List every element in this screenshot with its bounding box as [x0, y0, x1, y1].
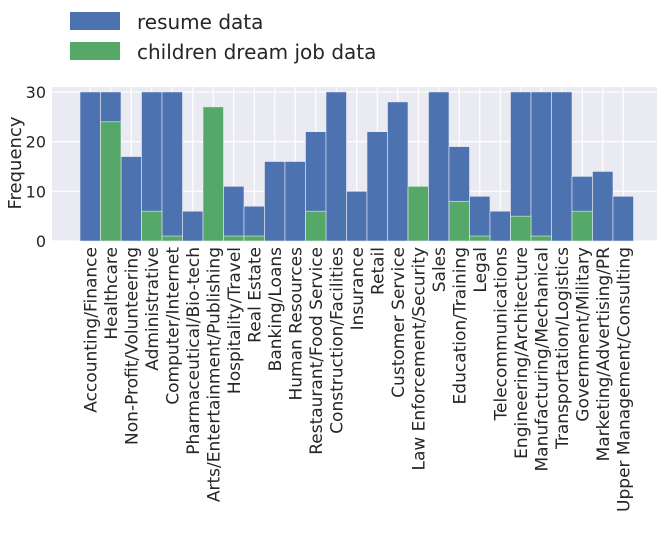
x-tick-label: Healthcare	[102, 247, 122, 340]
legend: resume data children dream job data	[70, 10, 376, 64]
y-tick-label: 20	[26, 133, 46, 152]
bar-resume	[120, 156, 142, 242]
x-tick-label: Sales	[430, 247, 450, 292]
y-tick-label: 10	[26, 182, 46, 201]
legend-swatch-resume	[70, 12, 120, 30]
y-axis-label: Frequency	[5, 116, 26, 209]
x-tick-label: Pharmaceutical/Bio-tech	[184, 247, 204, 455]
legend-label-children: children dream job data	[137, 40, 376, 64]
bar-resume	[428, 91, 450, 242]
bar-resume	[592, 171, 614, 242]
x-tick-label: Law Enforcement/Security	[409, 247, 429, 471]
bar-children	[141, 210, 163, 242]
bar-resume	[387, 101, 409, 242]
bar-children	[305, 210, 327, 242]
x-tick-label: Insurance	[348, 247, 368, 330]
bar-resume	[469, 195, 491, 242]
bar-children	[530, 235, 552, 242]
x-tick-label: Human Resources	[286, 247, 306, 401]
bar-children	[243, 235, 265, 242]
bar-resume	[612, 195, 634, 242]
bar-resume	[223, 186, 245, 242]
bar-resume	[551, 91, 573, 242]
bar-children	[469, 235, 491, 242]
x-tick-label: Administrative	[143, 247, 163, 371]
x-tick-label: Retail	[368, 247, 388, 295]
x-tick-label: Arts/Entertainment/Publishing	[204, 247, 224, 502]
series-children-bars	[100, 106, 593, 242]
bar-resume	[346, 191, 368, 242]
bar-children	[202, 106, 224, 242]
legend-label-resume: resume data	[137, 10, 263, 34]
x-tick-label: Government/Military	[573, 247, 593, 422]
y-tick-label: 30	[26, 83, 46, 102]
x-tick-label: Hospitality/Travel	[225, 247, 245, 394]
x-tick-label: Transportation/Logistics	[553, 247, 573, 450]
legend-swatch-children	[70, 42, 120, 60]
bar-resume	[182, 210, 204, 242]
x-tick-label: Computer/Internet	[163, 247, 183, 405]
bar-children	[407, 186, 429, 242]
x-tick-label: Non-Profit/Volunteering	[122, 247, 142, 445]
x-tick-label: Education/Training	[450, 247, 470, 404]
x-tick-label: Telecommunications	[491, 247, 511, 422]
bar-children	[510, 215, 532, 242]
bar-resume	[161, 91, 183, 242]
y-tick-label: 0	[36, 232, 46, 251]
bar-children	[223, 235, 245, 242]
bar-children	[100, 121, 122, 242]
bar-resume	[79, 91, 101, 242]
bar-resume	[530, 91, 552, 242]
x-tick-label: Restaurant/Food Service	[307, 247, 327, 455]
bar-children	[161, 235, 183, 242]
bar-resume	[325, 91, 347, 242]
x-tick-label: Legal	[471, 247, 491, 293]
bar-resume	[264, 161, 286, 242]
x-tick-label: Real Estate	[245, 247, 265, 343]
x-tick-label: Upper Management/Consulting	[614, 247, 634, 512]
y-axis-ticks: 0 10 20 30	[26, 83, 46, 251]
x-tick-label: Customer Service	[389, 247, 409, 398]
bar-resume	[366, 131, 388, 242]
bar-children	[571, 210, 593, 242]
x-tick-label: Marketing/Advertising/PR	[594, 247, 614, 462]
bar-resume	[284, 161, 306, 242]
x-tick-label: Construction/Facilities	[327, 247, 347, 434]
x-tick-label: Accounting/Finance	[81, 247, 101, 413]
x-tick-label: Banking/Loans	[266, 247, 286, 371]
bar-children	[448, 200, 470, 242]
bar-resume	[489, 210, 511, 242]
x-tick-label: Engineering/Architecture	[512, 247, 532, 459]
x-axis-category-labels: Accounting/Finance Healthcare Non-Profit/V…	[81, 247, 634, 512]
x-tick-label: Manufacturing/Mechanical	[532, 247, 552, 471]
